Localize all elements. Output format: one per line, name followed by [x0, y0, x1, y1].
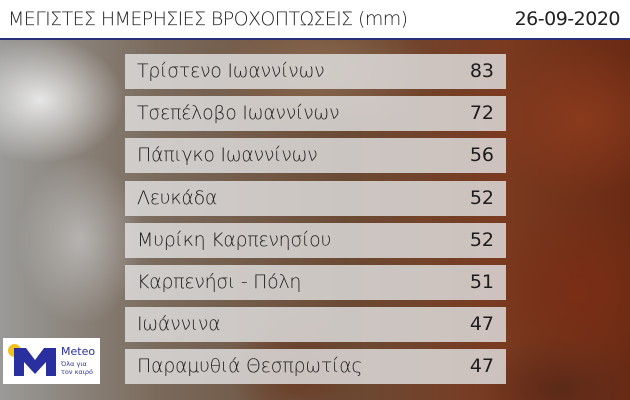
list-item: Παραμυθιά Θεσπρωτίας 47	[125, 349, 506, 385]
list-item: Λευκάδα 52	[125, 180, 506, 216]
station-name: Μυρίκη Καρπενησίου	[137, 228, 332, 251]
station-name: Λευκάδα	[137, 186, 218, 209]
rainfall-value: 83	[469, 60, 494, 82]
header: ΜΕΓΙΣΤΕΣ ΗΜΕΡΗΣΙΕΣ ΒΡΟΧΟΠΤΩΣΕΙΣ (mm) 26-…	[0, 0, 630, 40]
rainfall-value: 47	[469, 313, 494, 336]
date-label: 26-09-2020	[514, 8, 621, 30]
list-item: Τρίστενο Ιωαννίνων 83	[125, 54, 506, 89]
station-name: Παραμυθιά Θεσπρωτίας	[137, 355, 363, 378]
station-name: Τρίστενο Ιωαννίνων	[137, 60, 325, 82]
page-title: ΜΕΓΙΣΤΕΣ ΗΜΕΡΗΣΙΕΣ ΒΡΟΧΟΠΤΩΣΕΙΣ (mm)	[8, 8, 408, 30]
logo-tagline: Όλα για τον καιρό	[61, 360, 94, 376]
list-item: Ιωάννινα 47	[125, 307, 506, 343]
list-item: Τσεπέλοβο Ιωαννίνων 72	[125, 96, 506, 132]
list-item: Καρπενήσι - Πόλη 51	[125, 265, 506, 300]
rainfall-value: 52	[469, 228, 494, 251]
rainfall-value: 47	[469, 355, 494, 378]
rainfall-value: 56	[469, 144, 494, 167]
rainfall-value: 72	[469, 102, 494, 125]
station-name: Τσεπέλοβο Ιωαννίνων	[137, 102, 340, 125]
m-logo-icon	[14, 348, 56, 376]
meteo-logo: Meteo Όλα για τον καιρό	[3, 338, 100, 384]
station-name: Ιωάννινα	[137, 313, 221, 336]
station-name: Καρπενήσι - Πόλη	[137, 271, 302, 293]
list-item: Μυρίκη Καρπενησίου 52	[125, 222, 506, 258]
list-item: Πάπιγκο Ιωαννίνων 56	[125, 138, 506, 174]
rainfall-value: 52	[469, 186, 494, 209]
rainfall-value: 51	[469, 271, 494, 293]
station-name: Πάπιγκο Ιωαννίνων	[137, 144, 318, 167]
logo-brand: Meteo	[61, 345, 96, 358]
